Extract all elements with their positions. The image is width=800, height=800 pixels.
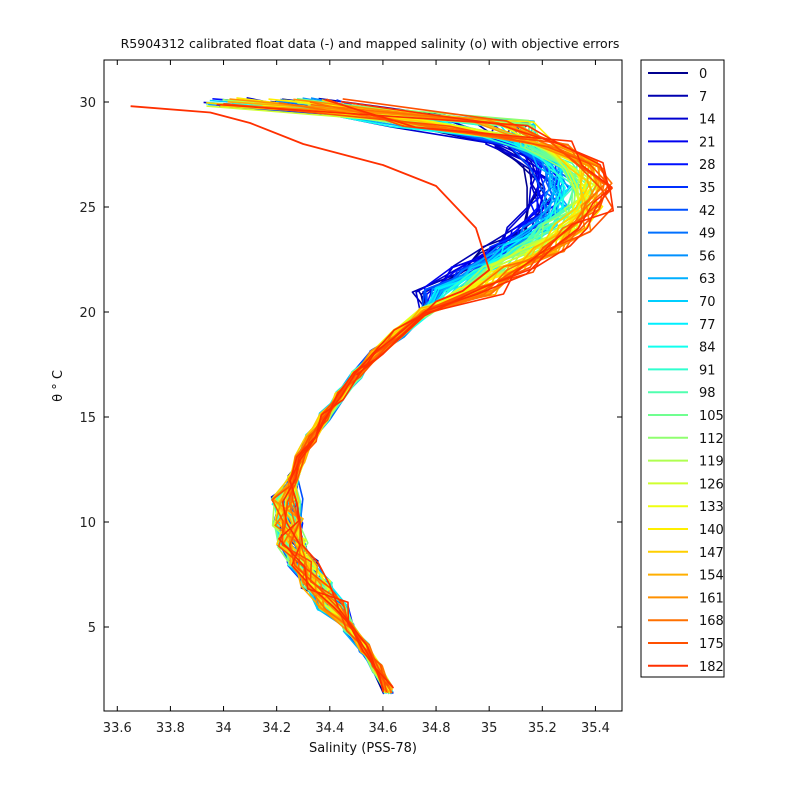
x-tick-label: 35.2 <box>528 721 557 736</box>
legend-label: 147 <box>699 546 724 561</box>
legend-label: 49 <box>699 227 716 242</box>
x-tick-label: 34.6 <box>368 721 397 736</box>
legend-label: 112 <box>699 432 724 447</box>
y-tick-label: 5 <box>88 621 96 636</box>
x-axis-ticks: 33.6 33.8 34 34.2 34.4 34.6 34.8 35 35.2 35.4 <box>103 60 610 736</box>
legend-label: 182 <box>699 660 724 675</box>
legend-label: 28 <box>699 158 716 173</box>
profile-line <box>278 98 613 689</box>
legend-label: 133 <box>699 500 724 515</box>
y-tick-label: 10 <box>79 516 96 531</box>
legend-label: 161 <box>699 591 724 606</box>
x-axis-label: Salinity (PSS-78) <box>309 741 417 756</box>
legend-label: 168 <box>699 614 724 629</box>
legend-label: 70 <box>699 295 716 310</box>
profile-line <box>281 100 614 693</box>
legend-label: 140 <box>699 523 724 538</box>
legend-label: 0 <box>699 67 707 82</box>
y-tick-label: 15 <box>79 411 96 426</box>
chart-title: R5904312 calibrated float data (-) and m… <box>121 36 620 51</box>
legend-label: 175 <box>699 637 724 652</box>
legend-label: 7 <box>699 90 707 105</box>
y-tick-label: 20 <box>79 306 96 321</box>
outlier-profile-line <box>130 105 491 376</box>
legend-label: 98 <box>699 386 716 401</box>
legend-label: 21 <box>699 135 716 150</box>
profile-lines <box>130 97 614 695</box>
legend-label: 126 <box>699 477 724 492</box>
x-tick-label: 33.6 <box>103 721 132 736</box>
y-tick-label: 30 <box>79 96 96 111</box>
x-tick-label: 33.8 <box>156 721 185 736</box>
legend-label: 35 <box>699 181 716 196</box>
legend-label: 119 <box>699 455 724 470</box>
legend: 0 7 14 21 28 35 42 49 56 63 70 77 84 91 98 105 112 119 126… <box>640 59 725 678</box>
legend-label: 154 <box>699 569 724 584</box>
plot-area: 33.6 33.8 34 34.2 34.4 34.6 34.8 35 35.2 35.4 5 10… <box>79 59 623 736</box>
profile-line <box>216 103 610 691</box>
legend-label: 42 <box>699 204 716 219</box>
legend-label: 105 <box>699 409 724 424</box>
y-axis-ticks: 5 10 15 20 25 30 <box>79 96 622 636</box>
legend-label: 91 <box>699 363 716 378</box>
legend-label: 84 <box>699 341 716 356</box>
legend-label: 77 <box>699 318 716 333</box>
legend-label: 56 <box>699 249 716 264</box>
y-tick-label: 25 <box>79 201 96 216</box>
legend-items: 0 7 14 21 28 35 42 49 56 63 70 77 84 91 98 105 112 119 126… <box>648 67 724 675</box>
x-tick-label: 35.4 <box>581 721 610 736</box>
legend-label: 63 <box>699 272 716 287</box>
x-tick-label: 34 <box>215 721 232 736</box>
legend-label: 14 <box>699 113 716 128</box>
x-tick-label: 34.4 <box>315 721 344 736</box>
x-tick-label: 35 <box>481 721 498 736</box>
x-tick-label: 34.8 <box>422 721 451 736</box>
y-axis-label: θ ° C <box>51 370 66 402</box>
plot-frame <box>103 59 623 712</box>
profile-line <box>271 98 609 687</box>
x-tick-label: 34.2 <box>262 721 291 736</box>
